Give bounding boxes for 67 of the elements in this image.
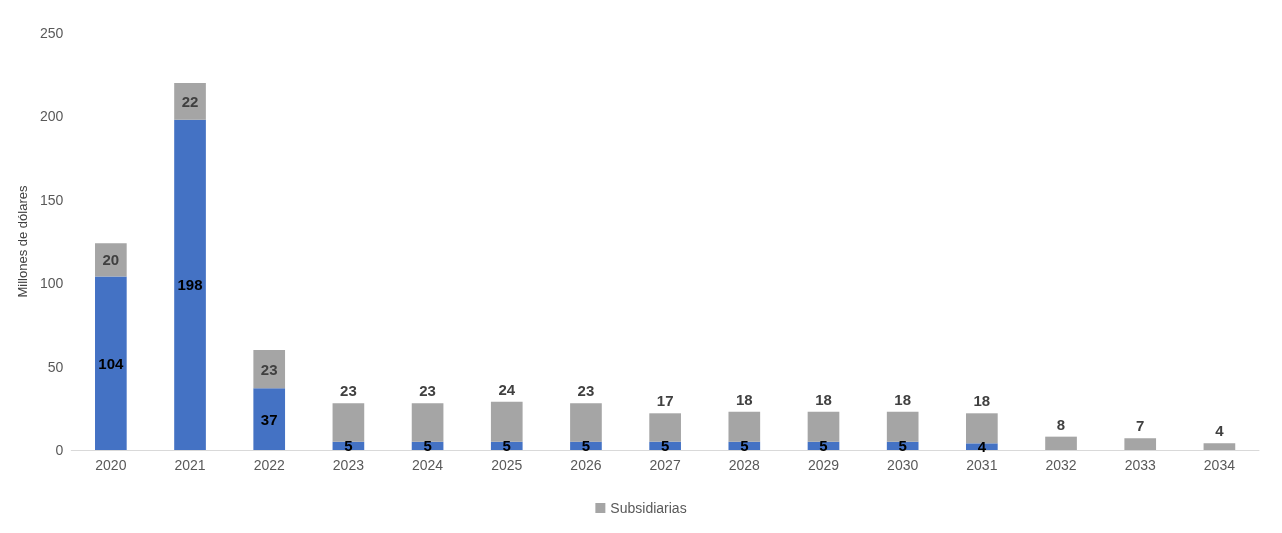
x-tick-label: 2027 — [649, 457, 681, 473]
data-label: 4 — [1215, 422, 1225, 440]
data-label: 5 — [581, 437, 591, 455]
data-label: 23 — [577, 382, 595, 400]
data-label: 37 — [260, 410, 278, 428]
bar — [570, 403, 602, 442]
x-tick-label: 2028 — [728, 457, 761, 473]
data-label: 5 — [344, 437, 353, 455]
bar — [728, 411, 761, 442]
data-label: 24 — [498, 380, 516, 398]
x-tick-label: 2023 — [332, 457, 365, 473]
x-tick-label: 2024 — [412, 457, 444, 473]
bar — [807, 411, 840, 442]
data-label: 18 — [735, 390, 753, 408]
bar — [886, 411, 919, 442]
bar — [253, 388, 286, 450]
y-tick-label: 0 — [55, 442, 64, 458]
x-tick-label: 2029 — [807, 457, 840, 473]
legend-label: Subsidiarias — [610, 500, 687, 516]
bar — [490, 401, 523, 442]
data-label: 5 — [898, 437, 907, 455]
data-label: 22 — [181, 92, 199, 110]
y-tick-label: 150 — [39, 191, 64, 208]
data-label: 198 — [177, 276, 203, 294]
data-label: 5 — [819, 437, 828, 455]
data-label: 8 — [1056, 415, 1066, 433]
bar — [95, 243, 127, 277]
y-tick-label: 100 — [39, 275, 64, 292]
bar — [966, 413, 998, 444]
data-label: 23 — [419, 382, 436, 400]
x-tick-label: 2026 — [570, 457, 602, 473]
y-tick-label: 200 — [39, 108, 64, 125]
data-label: 17 — [656, 392, 674, 410]
x-tick-label: 2030 — [887, 457, 919, 473]
bar — [332, 403, 365, 442]
x-tick-label: 2022 — [253, 457, 285, 473]
bar — [1203, 443, 1236, 450]
bar — [253, 349, 286, 389]
y-tick-label: 250 — [39, 25, 64, 41]
bar — [174, 119, 206, 450]
bar — [411, 403, 444, 442]
y-axis-title: Millones de dólares — [15, 185, 30, 298]
bar — [1124, 438, 1157, 450]
data-label: 7 — [1136, 417, 1145, 435]
x-tick-label: 2021 — [174, 457, 206, 473]
data-label: 104 — [98, 354, 125, 372]
bar — [95, 276, 127, 450]
y-tick-label: 50 — [47, 358, 64, 375]
bar — [1045, 436, 1077, 450]
bar — [174, 83, 206, 120]
data-label: 5 — [502, 437, 511, 455]
x-tick-label: 2032 — [1045, 457, 1077, 473]
data-label: 20 — [102, 251, 120, 269]
data-label: 5 — [660, 437, 670, 455]
x-tick-label: 2033 — [1124, 457, 1157, 473]
data-label: 18 — [815, 390, 832, 408]
data-label: 5 — [423, 437, 432, 455]
data-label: 18 — [894, 390, 912, 408]
x-tick-label: 2025 — [491, 457, 523, 473]
bar — [649, 413, 681, 442]
data-label: 18 — [973, 392, 991, 410]
data-label: 5 — [740, 437, 749, 455]
x-tick-label: 2031 — [966, 457, 998, 473]
x-tick-label: 2020 — [95, 457, 127, 473]
x-tick-label: 2034 — [1203, 457, 1236, 473]
data-label: 23 — [260, 360, 278, 378]
data-label: 23 — [340, 382, 357, 400]
